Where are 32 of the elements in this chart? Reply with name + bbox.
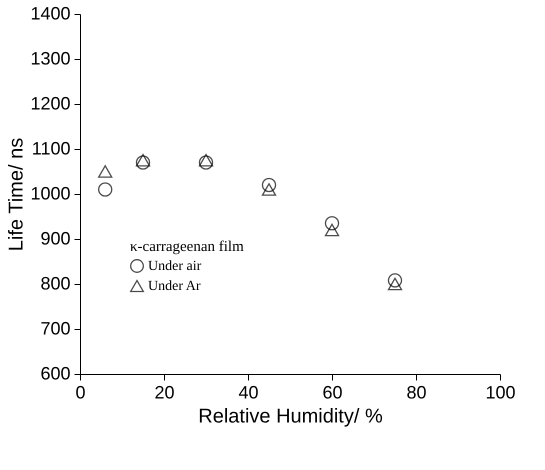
x-axis-title: Relative Humidity/ % — [198, 406, 383, 428]
point — [198, 154, 214, 167]
legend-label: Under air — [148, 259, 202, 274]
legend-title: κ-carrageenan film — [130, 239, 244, 255]
y-tick-label: 1000 — [30, 184, 70, 204]
x-tick-label: 0 — [75, 382, 86, 402]
x-tick-label: 60 — [322, 382, 343, 402]
point — [262, 178, 276, 192]
y-tick-label: 900 — [40, 228, 70, 248]
point — [262, 183, 276, 196]
y-tick-label: 1100 — [32, 138, 70, 158]
y-tick-label: 1300 — [30, 48, 70, 68]
x-tick-label: 40 — [238, 382, 259, 402]
x-tick-label: 100 — [485, 382, 516, 402]
point — [136, 155, 150, 170]
point — [388, 273, 402, 288]
y-tick-label: 700 — [40, 318, 70, 338]
point — [198, 155, 214, 170]
y-tick-label: 1200 — [30, 94, 70, 114]
legend-label: Under Ar — [148, 279, 201, 294]
point — [324, 224, 340, 236]
point — [98, 182, 112, 197]
y-tick-label: 600 — [40, 364, 70, 384]
x-tick-label: 20 — [154, 382, 175, 402]
point — [98, 165, 112, 178]
y-tick-label: 1400 — [30, 4, 70, 24]
point — [388, 278, 402, 290]
point — [136, 154, 150, 167]
y-axis-title: Life Time/ ns — [5, 138, 28, 252]
y-tick-label: 800 — [40, 274, 70, 294]
point — [324, 216, 340, 230]
x-tick-label: 80 — [406, 382, 427, 402]
